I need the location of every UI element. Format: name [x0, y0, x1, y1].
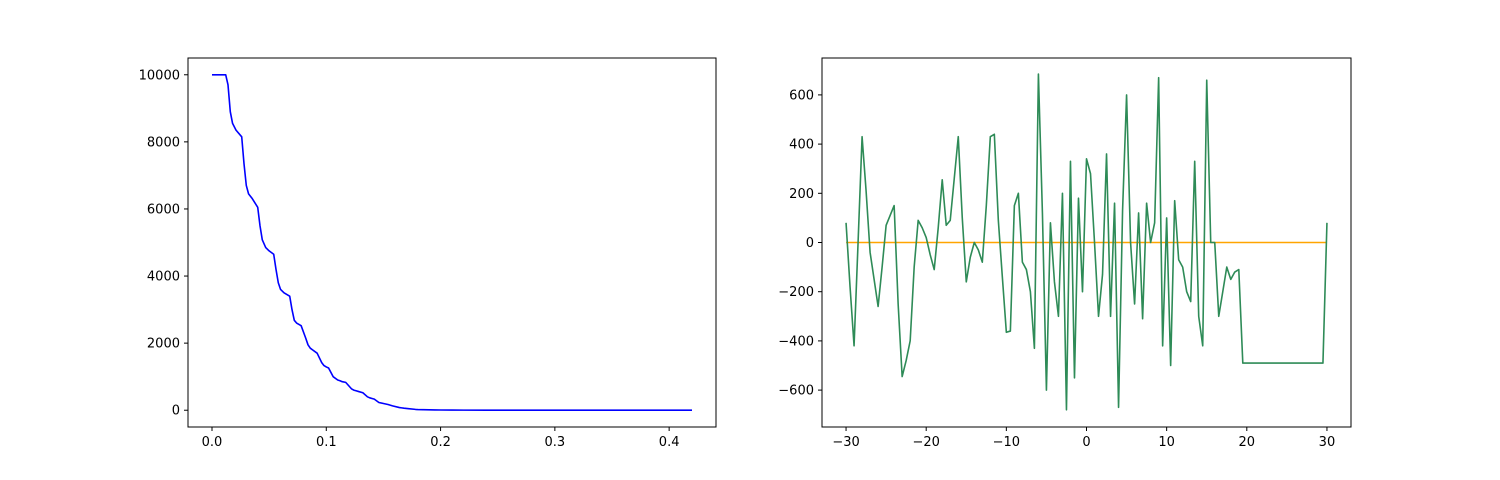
right-y-tick-label: −400	[778, 334, 814, 349]
left-y-tick-label: 2000	[147, 337, 180, 352]
right-y-tick-label: 200	[789, 187, 814, 202]
right-line-chart: −30 −20 −10 0 10 20 30 −600 −400 −200 0 200 400 600	[778, 57, 1352, 450]
right-y-tick-label: 600	[789, 88, 814, 103]
left-y-tick-label: 4000	[147, 270, 180, 285]
left-x-tick-label: 0.3	[545, 435, 566, 450]
right-x-tick-label: 10	[1158, 435, 1175, 450]
right-y-tick-label: 0	[806, 236, 814, 251]
left-x-tick-label: 0.1	[316, 435, 337, 450]
left-y-tick-label: 0	[172, 404, 180, 419]
left-x-tick-label: 0.2	[430, 435, 451, 450]
right-y-tick-label: −200	[778, 285, 814, 300]
left-y-tick-label: 6000	[147, 202, 180, 217]
right-y-tick-label: 400	[789, 138, 814, 153]
right-x-tick-label: −20	[912, 435, 939, 450]
left-y-tick-label: 10000	[139, 68, 180, 83]
right-series-line-1	[845, 73, 1328, 411]
right-x-tick-label: 30	[1319, 435, 1336, 450]
right-x-tick-label: 20	[1239, 435, 1256, 450]
right-x-tick-label: −30	[832, 435, 859, 450]
left-plot-frame	[187, 57, 717, 428]
left-series-line-0	[212, 73, 692, 412]
right-y-tick-label: −600	[778, 384, 814, 399]
left-x-tick-label: 0.4	[659, 435, 680, 450]
left-y-tick-label: 8000	[147, 135, 180, 150]
left-x-tick-label: 0.0	[202, 435, 223, 450]
right-x-tick-label: −10	[993, 435, 1020, 450]
right-x-tick-label: 0	[1082, 435, 1090, 450]
left-line-chart: 0.0 0.1 0.2 0.3 0.4 0 2000 4000 6000 8000 10000	[139, 57, 717, 450]
